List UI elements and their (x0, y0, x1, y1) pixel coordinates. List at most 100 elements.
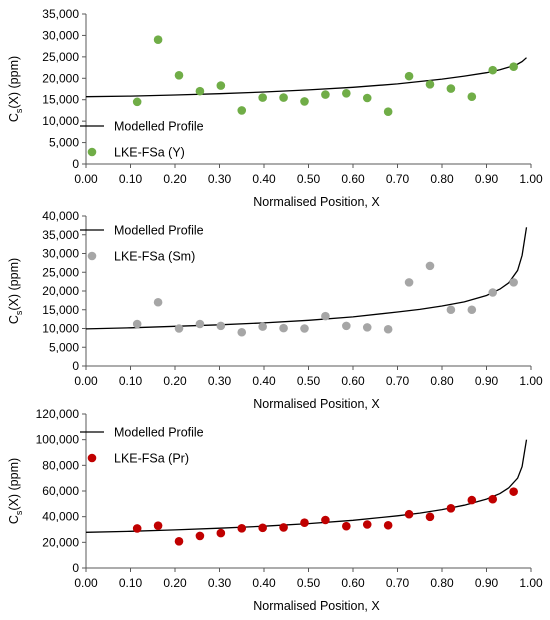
y-axis-title: Cs(X) (ppm) (7, 458, 24, 524)
data-point (509, 487, 518, 496)
data-point (174, 537, 184, 546)
y-axis-title-rest: (X) (ppm) (7, 56, 21, 109)
y-tick-label: 40,000 (42, 209, 79, 223)
y-tick-label: 20,000 (42, 535, 79, 549)
x-tick-label: 0.60 (341, 576, 365, 590)
x-axis-title: Normalised Position, X (253, 599, 380, 613)
data-point (425, 261, 435, 271)
y-tick-label: 20,000 (42, 284, 79, 298)
x-tick-label: 0.00 (74, 576, 98, 590)
x-tick-label: 0.00 (74, 374, 98, 388)
y-tick-label: 60,000 (42, 484, 79, 498)
legend-label: LKE-FSa (Sm) (114, 250, 195, 264)
y-tick-label: 5,000 (49, 136, 79, 150)
x-tick-label: 1.00 (519, 172, 543, 186)
y-tick-label: 30,000 (42, 28, 79, 42)
data-point (362, 93, 372, 103)
data-point (174, 324, 184, 333)
data-point (446, 504, 456, 513)
legend-marker-swatch (87, 251, 97, 261)
data-point (362, 520, 372, 529)
x-tick-label: 0.70 (386, 172, 410, 186)
data-point (195, 531, 205, 541)
legend-label: Modelled Profile (114, 426, 204, 440)
y-axis-title-main: C (7, 515, 21, 524)
y-axis-title: Cs(X) (ppm) (7, 258, 24, 324)
legend-marker-swatch (87, 453, 97, 463)
y-axis-title: Cs(X) (ppm) (7, 56, 24, 122)
data-point (279, 93, 288, 102)
y-axis-title-subscript: s (14, 108, 24, 113)
x-tick-label: 0.90 (475, 374, 499, 388)
x-tick-label: 0.90 (475, 576, 499, 590)
x-tick-label: 0.20 (163, 576, 187, 590)
data-point (362, 323, 372, 332)
data-point (279, 323, 288, 333)
legend-marker-swatch (87, 147, 97, 157)
x-tick-label: 0.00 (74, 172, 98, 186)
x-tick-label: 0.70 (386, 576, 410, 590)
data-point (258, 322, 267, 331)
modelled-profile-line (85, 227, 528, 330)
data-point (321, 90, 330, 99)
data-point (467, 92, 477, 102)
data-point (383, 520, 393, 530)
data-point (342, 521, 351, 531)
data-point (258, 523, 267, 533)
data-point (195, 319, 205, 329)
x-tick-label: 0.30 (208, 576, 232, 590)
data-point (132, 319, 142, 329)
data-point (216, 81, 226, 90)
modelled-profile-line (85, 57, 527, 98)
y-axis-title-rest: (X) (ppm) (7, 258, 21, 311)
x-tick-label: 0.80 (430, 374, 454, 388)
x-tick-label: 0.20 (163, 374, 187, 388)
x-tick-label: 0.80 (430, 576, 454, 590)
y-axis-title-rest: (X) (ppm) (7, 458, 21, 511)
data-point (425, 512, 435, 522)
x-tick-label: 0.20 (163, 172, 187, 186)
data-point (404, 509, 414, 519)
data-point (467, 495, 477, 505)
data-point (321, 311, 330, 321)
x-axis-title: Normalised Position, X (253, 397, 380, 411)
y-axis-title-main: C (7, 315, 21, 324)
data-point (446, 305, 456, 315)
y-tick-label: 15,000 (42, 303, 79, 317)
x-tick-label: 0.50 (297, 172, 321, 186)
data-point (509, 62, 518, 72)
x-tick-label: 0.30 (208, 374, 232, 388)
y-tick-label: 15,000 (42, 93, 79, 107)
x-tick-label: 0.80 (430, 172, 454, 186)
x-tick-label: 0.50 (297, 374, 321, 388)
data-point (383, 107, 393, 117)
data-point (467, 305, 477, 315)
y-tick-label: 25,000 (42, 50, 79, 64)
data-point (488, 494, 498, 504)
x-tick-label: 0.70 (386, 374, 410, 388)
x-tick-label: 0.40 (252, 172, 276, 186)
y-tick-label: 100,000 (36, 433, 80, 447)
data-point (279, 523, 288, 532)
y-tick-label: 30,000 (42, 247, 79, 261)
y-axis-title-subscript: s (14, 510, 24, 515)
x-tick-label: 0.30 (208, 172, 232, 186)
data-point (446, 84, 456, 93)
y-tick-label: 120,000 (36, 407, 80, 421)
data-point (488, 65, 498, 75)
data-point (342, 321, 351, 331)
data-point (258, 93, 267, 102)
x-tick-label: 0.40 (252, 576, 276, 590)
legend-label: LKE-FSa (Pr) (114, 452, 189, 466)
data-point (216, 528, 226, 538)
chart-panel-3: 0 20,000 40,000 60,000 80,000 100,000 120,000 0… (7, 407, 543, 613)
data-point (216, 321, 226, 331)
data-point (425, 79, 435, 89)
data-point (300, 324, 309, 333)
data-point (300, 518, 309, 527)
y-tick-label: 80,000 (42, 458, 79, 472)
legend-label: Modelled Profile (114, 120, 204, 134)
data-point (195, 86, 205, 96)
data-point (488, 288, 498, 297)
data-point (383, 324, 393, 334)
